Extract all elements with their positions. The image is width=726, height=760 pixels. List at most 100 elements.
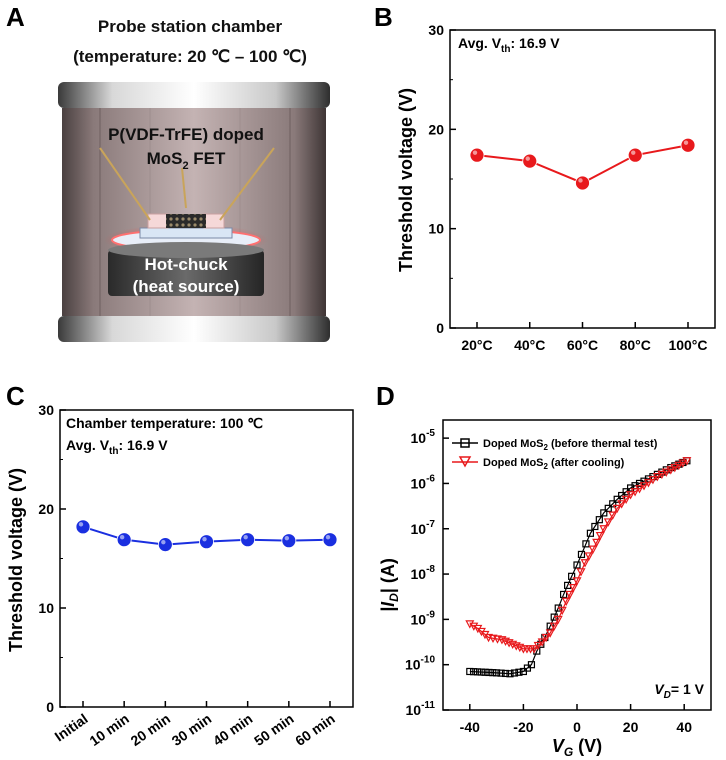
data-point	[604, 504, 612, 512]
data-point	[489, 669, 497, 677]
data-point	[477, 668, 485, 676]
data-point	[584, 552, 594, 561]
vd-note: VD= 1 V	[654, 681, 704, 701]
device-label-line1: P(VDF-TrFE) doped	[108, 125, 264, 144]
data-point	[561, 597, 571, 607]
panel-c-chart: C Threshold voltage (V) Chamber temperat…	[6, 381, 354, 749]
data-point	[511, 642, 521, 651]
data-point	[485, 668, 493, 677]
data-point	[557, 606, 567, 616]
data-point	[522, 153, 538, 169]
data-point	[592, 538, 602, 548]
x-axis-label: VG (V)	[552, 736, 602, 759]
data-point	[591, 522, 599, 531]
data-point	[559, 590, 568, 599]
y-axis-label: |ID| (A)	[378, 558, 401, 612]
legend: Doped MoS2 (before thermal test) Doped M…	[452, 438, 658, 471]
data-point	[240, 532, 256, 548]
data-point	[199, 534, 214, 550]
y-tick-label: 10-7	[411, 519, 436, 537]
x-tick-label: 100°C	[668, 337, 707, 353]
y-tick-label: 30	[428, 22, 444, 38]
data-point-highlight	[472, 150, 478, 155]
y-tick-label: 10	[38, 600, 54, 616]
data-point	[586, 529, 595, 537]
data-point	[599, 525, 609, 534]
data-point	[575, 175, 590, 191]
data-point	[553, 615, 563, 625]
data-point	[576, 568, 586, 577]
data-point	[537, 640, 545, 648]
y-tick-label: 10-10	[405, 655, 435, 673]
data-point	[510, 669, 519, 677]
data-point	[473, 668, 482, 676]
data-point	[322, 532, 338, 548]
data-point	[501, 669, 510, 678]
x-tick-label: 30 min	[169, 710, 215, 749]
y-tick-label: 10-9	[411, 609, 436, 627]
data-point	[493, 669, 501, 677]
data-point	[554, 604, 562, 612]
probe-needle-left	[99, 147, 151, 221]
annotation-avg-vth: Avg. Vth: 16.9 V	[458, 35, 560, 55]
data-point	[537, 638, 547, 647]
data-point-highlight	[683, 140, 689, 145]
data-point	[577, 550, 586, 559]
x-tick-label: 20	[623, 719, 639, 735]
legend-label-after: Doped MoS2 (after cooling)	[483, 457, 625, 471]
x-tick-label: -40	[460, 719, 480, 735]
data-point	[481, 668, 489, 676]
data-point	[469, 147, 485, 163]
data-point	[470, 668, 478, 676]
data-point	[643, 479, 653, 488]
series-line	[469, 460, 688, 650]
data-point	[533, 641, 543, 651]
hot-chuck	[108, 250, 264, 296]
data-point-highlight	[631, 150, 636, 155]
data-point	[603, 518, 613, 527]
x-tick-label: 60 min	[292, 710, 338, 749]
data-point-highlight	[284, 535, 290, 541]
x-tick-label: Initial	[52, 710, 91, 744]
y-tick-label: 10-11	[406, 700, 436, 718]
data-point	[674, 461, 684, 471]
data-point	[626, 484, 635, 492]
data-point	[565, 590, 575, 600]
drain-electrode	[203, 213, 225, 229]
panel-a: A Probe station chamber (temperature: 20…	[6, 2, 330, 342]
panel-label-d: D	[376, 381, 395, 411]
data-point	[630, 488, 640, 497]
x-tick-label: 40	[676, 719, 692, 735]
data-point	[644, 475, 653, 483]
data-point	[652, 473, 662, 482]
x-tick-label: 0	[573, 719, 581, 735]
chamber-temperature-range: (temperature: 20 ℃ – 100 ℃)	[73, 47, 307, 66]
panel-label-c: C	[6, 381, 25, 411]
data-point	[613, 495, 621, 503]
hot-chuck-top	[108, 242, 264, 258]
panel-label-a: A	[6, 2, 25, 32]
probe-needle-center	[181, 167, 187, 209]
y-axis-label: Threshold voltage (V)	[6, 468, 26, 652]
x-tick-label: 50 min	[251, 710, 297, 749]
panel-label-b: B	[374, 2, 393, 32]
data-point-highlight	[525, 156, 530, 161]
data-point	[680, 137, 696, 153]
y-tick-label: 10-6	[411, 473, 436, 491]
data-point	[116, 532, 132, 548]
data-point	[568, 572, 576, 580]
data-point	[618, 491, 626, 500]
data-point	[281, 533, 297, 549]
data-point	[580, 559, 590, 568]
data-point	[573, 561, 581, 569]
data-point	[497, 669, 505, 677]
legend-marker-square	[460, 438, 470, 448]
data-point	[648, 476, 658, 485]
plot-frame	[59, 409, 354, 708]
y-tick-label: 20	[38, 501, 54, 517]
data-point	[626, 491, 636, 500]
data-point	[545, 629, 555, 638]
data-point	[608, 511, 618, 520]
data-point-highlight	[78, 522, 84, 527]
data-point	[572, 577, 582, 586]
